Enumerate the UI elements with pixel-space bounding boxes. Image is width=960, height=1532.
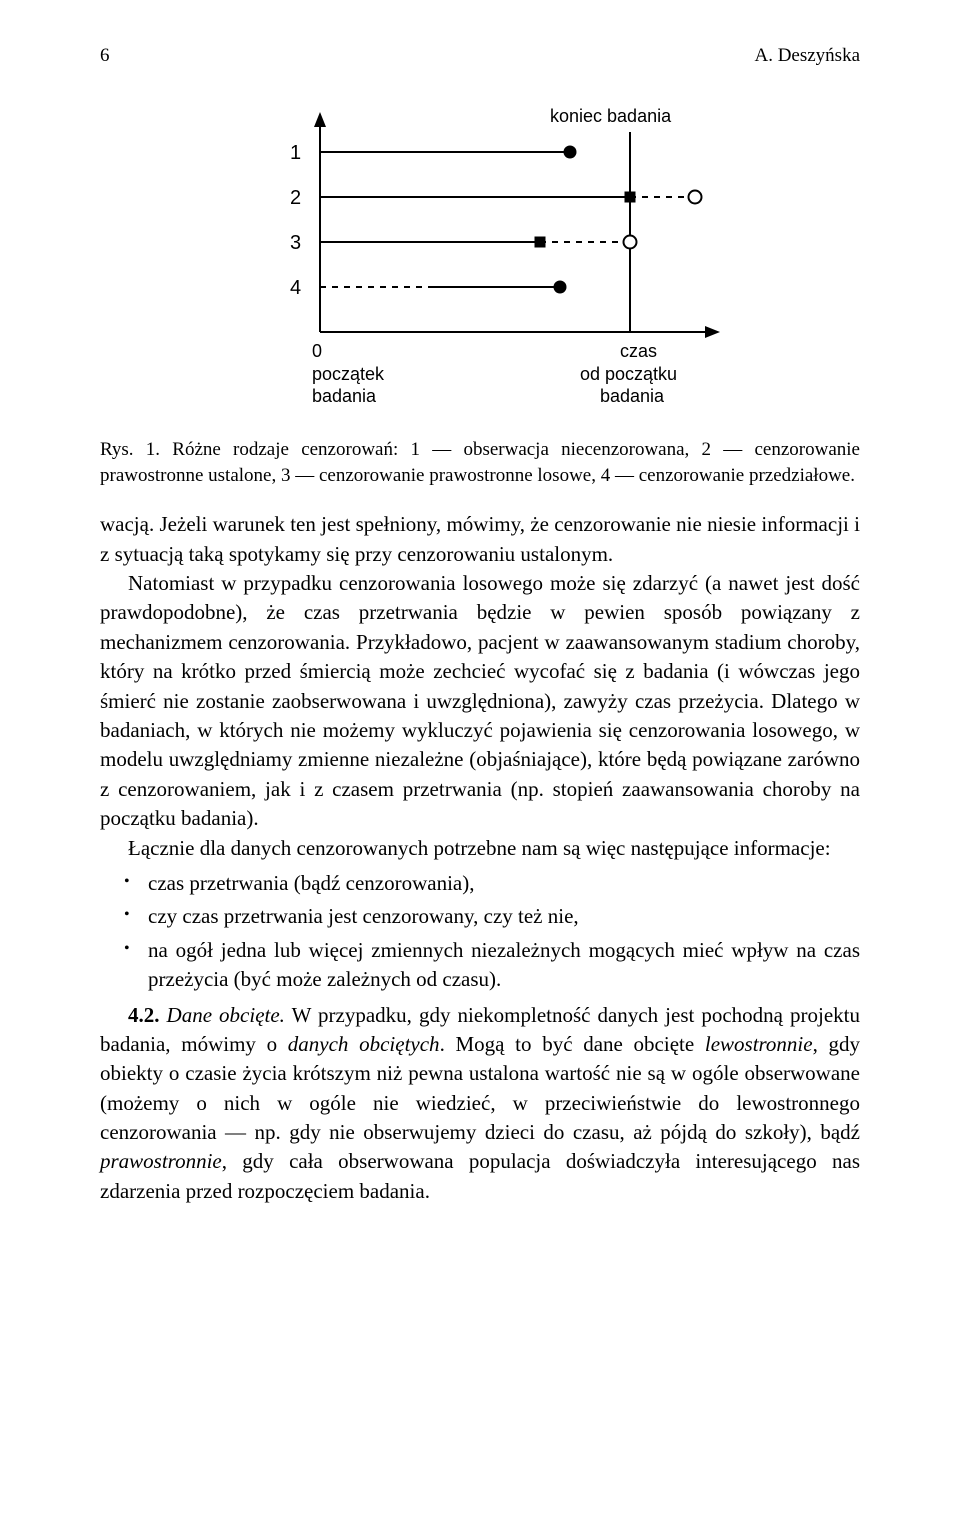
censoring-diagram: 1234koniec badania0początekbadaniaczasod… xyxy=(230,97,730,417)
caption-text: Różne rodzaje cenzorowań: 1 — obserwacja… xyxy=(100,439,860,486)
list-text-1: czas przetrwania (bądź cenzorowania), xyxy=(148,869,860,898)
bullet-icon: • xyxy=(124,869,148,895)
section-title: Dane obcięte. xyxy=(167,1003,285,1027)
svg-text:0: 0 xyxy=(312,341,322,361)
svg-text:2: 2 xyxy=(290,187,301,209)
p4-italic-3: prawostronnie xyxy=(100,1149,222,1173)
list-text-2: czy czas przetrwania jest cenzorowany, c… xyxy=(148,902,860,931)
list-text-3: na ogół jedna lub więcej zmiennych nieza… xyxy=(148,936,860,995)
svg-text:badania: badania xyxy=(312,386,377,406)
header-author: A. Deszyńska xyxy=(754,45,860,67)
svg-text:od początku: od początku xyxy=(580,364,677,384)
paragraph-continuation: wacją. Jeżeli warunek ten jest spełniony… xyxy=(100,510,860,569)
svg-text:badania: badania xyxy=(600,386,665,406)
svg-text:1: 1 xyxy=(290,142,301,164)
p4-italic-2: lewostronnie xyxy=(705,1032,813,1056)
info-list: • czas przetrwania (bądź cenzorowania), … xyxy=(124,869,860,995)
p4-italic-1: danych obciętych xyxy=(288,1032,440,1056)
bullet-icon: • xyxy=(124,902,148,928)
svg-text:4: 4 xyxy=(290,277,301,299)
list-item: • czas przetrwania (bądź cenzorowania), xyxy=(124,869,860,898)
list-item: • na ogół jedna lub więcej zmiennych nie… xyxy=(124,936,860,995)
bullet-icon: • xyxy=(124,936,148,962)
figure-container: 1234koniec badania0początekbadaniaczasod… xyxy=(100,97,860,417)
page-header: 6 A. Deszyńska xyxy=(100,45,860,67)
svg-text:koniec badania: koniec badania xyxy=(550,106,672,126)
svg-text:czas: czas xyxy=(620,341,657,361)
section-number: 4.2. xyxy=(128,1003,160,1027)
body-text: wacją. Jeżeli warunek ten jest spełniony… xyxy=(100,510,860,1206)
figure-caption: Rys. 1. Różne rodzaje cenzorowań: 1 — ob… xyxy=(100,437,860,488)
svg-text:3: 3 xyxy=(290,232,301,254)
caption-prefix: Rys. 1. xyxy=(100,439,160,460)
p4-part-b: . Mogą to być dane obcięte xyxy=(440,1032,705,1056)
page-number: 6 xyxy=(100,45,110,67)
section-4-2: 4.2. Dane obcięte. W przypadku, gdy niek… xyxy=(100,1001,860,1207)
svg-text:początek: początek xyxy=(312,364,385,384)
paragraph-2: Natomiast w przypadku cenzorowania losow… xyxy=(100,569,860,834)
paragraph-3: Łącznie dla danych cenzorowanych potrzeb… xyxy=(100,834,860,863)
list-item: • czy czas przetrwania jest cenzorowany,… xyxy=(124,902,860,931)
